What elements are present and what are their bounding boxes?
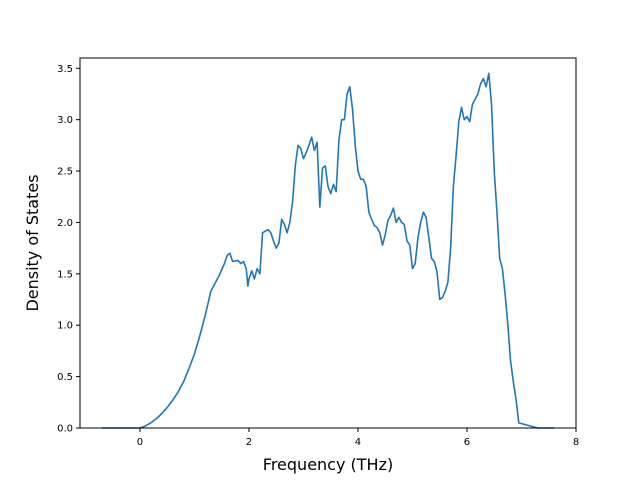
y-tick-label: 2.0: [57, 218, 73, 229]
x-tick-label: 8: [573, 437, 579, 448]
dos-series-line: [101, 72, 555, 429]
y-axis-ticks: 0.0 0.5 1.0 1.5 2.0 2.5 3.0 3.5: [57, 64, 80, 435]
x-tick-label: 0: [137, 437, 143, 448]
x-axis-label: Frequency (THz): [263, 455, 393, 474]
y-tick-label: 1.5: [57, 269, 73, 280]
y-tick-label: 0.5: [57, 372, 73, 383]
y-tick-label: 3.0: [57, 115, 73, 126]
y-tick-label: 3.5: [57, 64, 73, 75]
x-axis-ticks: 0 2 4 6 8: [137, 428, 579, 448]
y-tick-label: 1.0: [57, 321, 73, 332]
x-tick-label: 6: [464, 437, 470, 448]
axes-frame: [79, 57, 577, 429]
x-tick-label: 4: [355, 437, 361, 448]
y-tick-label: 2.5: [57, 167, 73, 178]
plot-area: [101, 72, 555, 429]
x-tick-label: 2: [246, 437, 252, 448]
y-axis-label: Density of States: [23, 174, 42, 311]
y-tick-label: 0.0: [57, 424, 73, 435]
